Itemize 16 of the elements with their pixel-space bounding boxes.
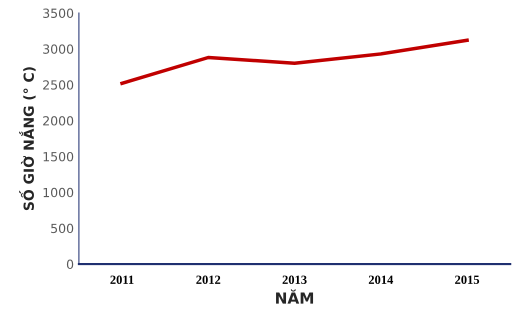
- x-tick-label: 2015: [455, 276, 480, 284]
- line-series: [120, 38, 469, 86]
- y-tick-label: 500: [51, 224, 74, 234]
- y-axis-title: SỐ GIỜ NẮNG (° C): [19, 67, 36, 210]
- y-tick-label: 1500: [44, 152, 74, 162]
- y-tick-label: 2500: [43, 80, 74, 90]
- y-tick-label: 3000: [43, 44, 74, 54]
- x-tick-label: 2011: [110, 276, 134, 284]
- y-tick-label: 1000: [44, 188, 74, 198]
- x-tick-label: 2013: [282, 276, 307, 284]
- y-tick-label: 2000: [43, 116, 74, 126]
- y-tick-label: 3500: [43, 8, 74, 18]
- x-tick-label: 2014: [368, 276, 394, 284]
- x-tick-label: 2012: [196, 276, 220, 284]
- x-axis-title: NĂM: [276, 289, 314, 304]
- y-tick-label: 0: [66, 260, 74, 269]
